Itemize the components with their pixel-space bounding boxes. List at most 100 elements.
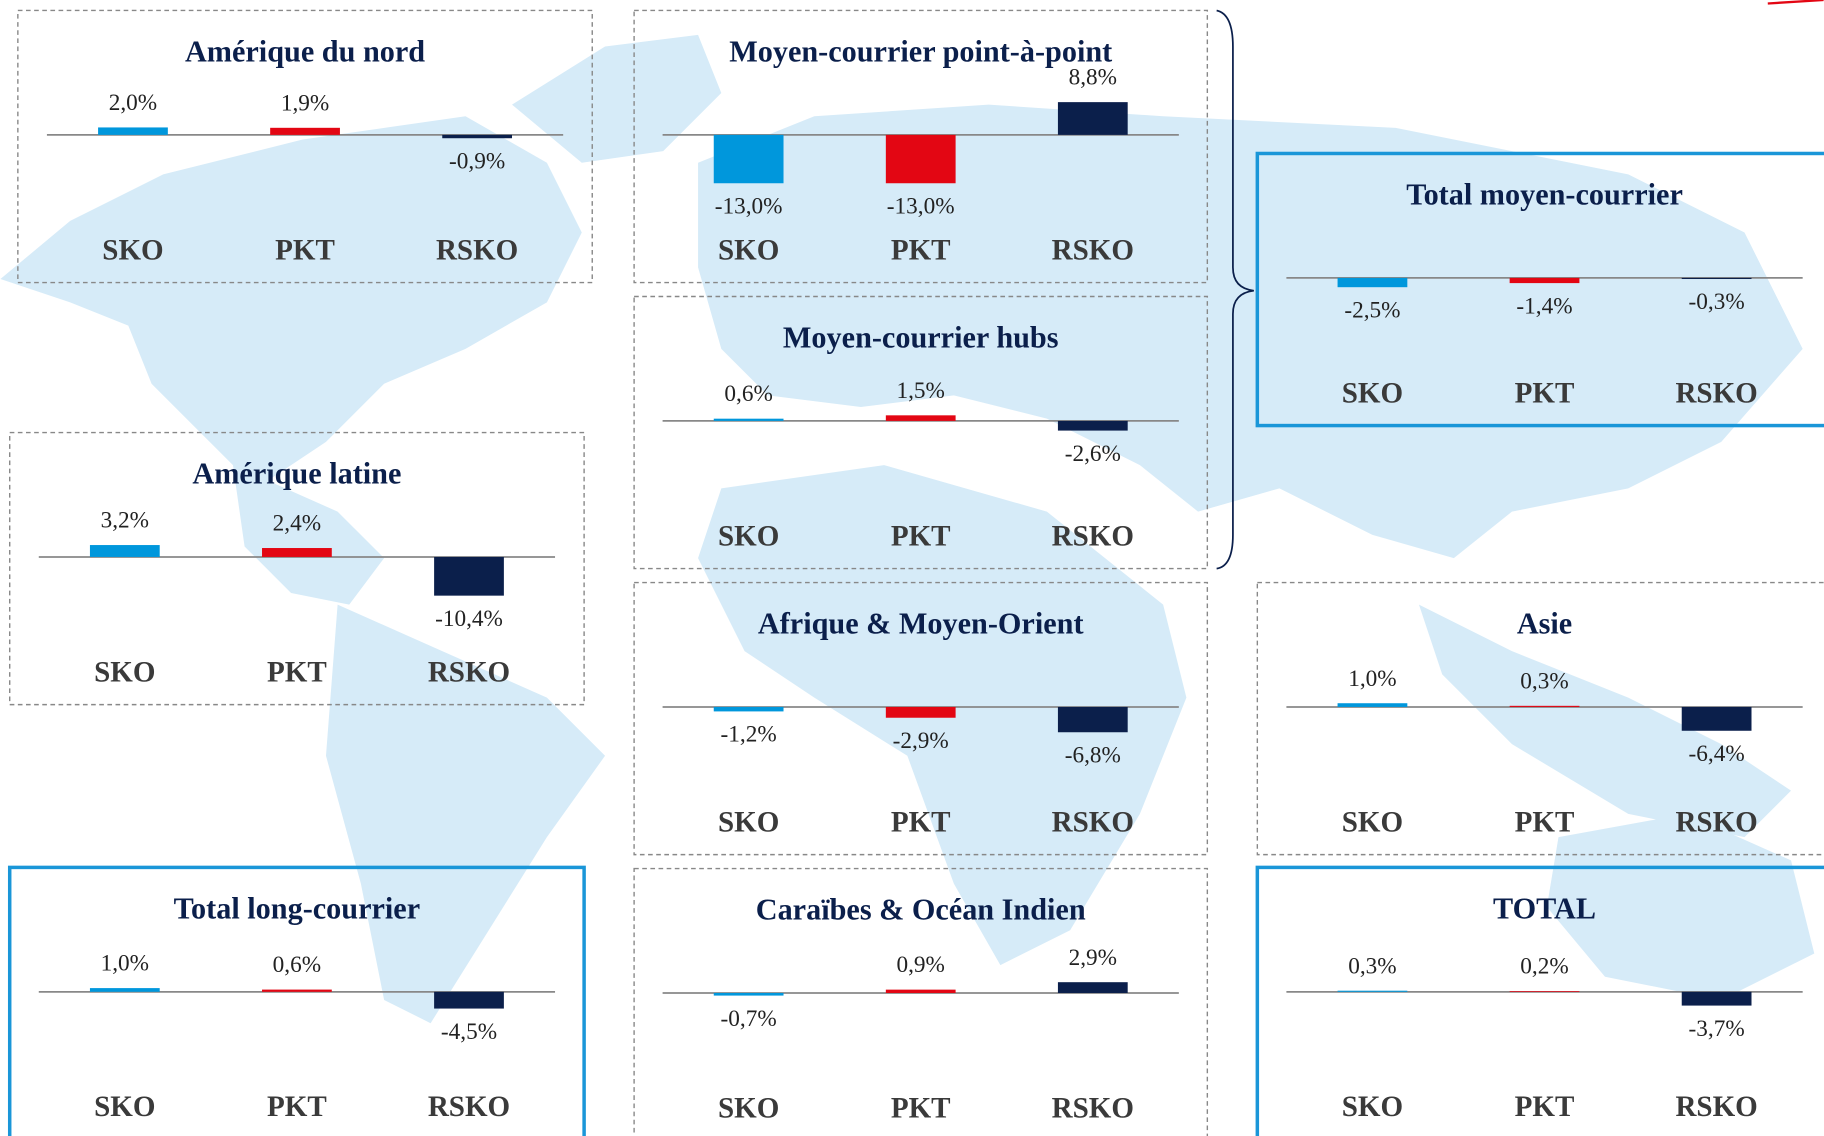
category-label: PKT (267, 656, 327, 688)
category-label: PKT (275, 234, 335, 266)
decoration (1767, 0, 1824, 5)
category-label: PKT (267, 1091, 327, 1123)
value-label: -2,9% (893, 728, 949, 754)
value-label: -6,4% (1689, 741, 1745, 767)
value-label: 1,9% (281, 90, 329, 116)
bar (89, 545, 160, 557)
panel-title: Moyen-courrier hubs (783, 321, 1059, 355)
value-label: -13,0% (715, 193, 783, 219)
panel-title: Amérique du nord (185, 35, 425, 69)
value-label: -6,8% (1065, 742, 1121, 768)
category-label: RSKO (428, 656, 510, 688)
bar (1337, 277, 1408, 288)
category-label: PKT (891, 520, 951, 552)
bar (270, 127, 340, 135)
bar (434, 991, 504, 1009)
value-label: -13,0% (887, 193, 955, 219)
category-label: SKO (718, 806, 779, 838)
category-label: PKT (1515, 377, 1575, 409)
value-label: 1,0% (1348, 666, 1396, 692)
category-label: RSKO (1675, 806, 1757, 838)
bar (885, 415, 956, 421)
brace (1216, 9, 1254, 570)
bar (1509, 705, 1580, 707)
panel-title: TOTAL (1493, 892, 1596, 926)
category-label: SKO (102, 234, 163, 266)
bar (442, 134, 513, 139)
value-label: 0,3% (1348, 953, 1396, 979)
bar (262, 989, 332, 992)
value-label: -2,6% (1065, 441, 1121, 467)
value-label: -0,3% (1689, 289, 1745, 315)
value-label: -1,2% (721, 722, 777, 748)
panel-frame (7, 865, 586, 1136)
bar (1057, 982, 1128, 993)
bar (1681, 277, 1752, 280)
bar (434, 556, 504, 596)
category-label: RSKO (1052, 1092, 1134, 1124)
bar (885, 134, 956, 184)
bar (1057, 420, 1128, 431)
category-label: SKO (94, 1091, 155, 1123)
category-label: RSKO (1052, 520, 1134, 552)
bar (713, 134, 784, 184)
category-label: SKO (1342, 1091, 1403, 1123)
value-label: 0,2% (1520, 954, 1568, 980)
bar (885, 706, 956, 718)
category-label: SKO (1342, 806, 1403, 838)
panel-frame (633, 9, 1209, 284)
panel-frame (1255, 865, 1824, 1136)
category-label: RSKO (1052, 234, 1134, 266)
category-label: SKO (718, 1092, 779, 1124)
category-label: SKO (718, 234, 779, 266)
panel-frame (1256, 581, 1824, 856)
bar (89, 988, 160, 992)
value-label: 0,6% (273, 952, 321, 978)
panel-title: Asie (1517, 607, 1572, 641)
bar (1337, 990, 1408, 992)
value-label: 2,0% (109, 90, 157, 116)
value-label: 2,9% (1069, 945, 1117, 971)
value-label: 2,4% (273, 511, 321, 537)
category-label: RSKO (436, 234, 518, 266)
category-label: PKT (1515, 1091, 1575, 1123)
panel-title: Moyen-courrier point-à-point (729, 35, 1112, 69)
value-label: -1,4% (1516, 293, 1572, 319)
category-label: PKT (891, 1092, 951, 1124)
value-label: -4,5% (441, 1019, 497, 1045)
bar (1681, 706, 1752, 731)
panel-frame (1255, 151, 1824, 428)
category-label: SKO (1342, 377, 1403, 409)
value-label: 0,9% (897, 952, 945, 978)
bar (1057, 102, 1128, 135)
panel-frame (633, 295, 1209, 570)
value-label: -0,7% (721, 1006, 777, 1032)
category-label: RSKO (1052, 806, 1134, 838)
category-label: SKO (718, 520, 779, 552)
value-label: 1,5% (897, 378, 945, 404)
panel-title: Caraïbes & Océan Indien (756, 893, 1086, 927)
panel-title: Afrique & Moyen-Orient (758, 607, 1084, 641)
bar (885, 989, 956, 993)
bar (713, 706, 784, 712)
category-label: PKT (1515, 806, 1575, 838)
value-label: 0,3% (1520, 668, 1568, 694)
value-label: 0,6% (724, 381, 772, 407)
category-label: PKT (891, 234, 951, 266)
category-label: RSKO (428, 1091, 510, 1123)
bar (262, 548, 332, 557)
panel-frame (17, 9, 593, 284)
panel-frame (633, 867, 1209, 1136)
bar (1337, 703, 1408, 707)
value-label: -10,4% (435, 606, 503, 632)
panel-title: Amérique latine (192, 457, 401, 491)
panel-title: Total long-courrier (174, 892, 420, 926)
panel-frame (633, 581, 1209, 856)
value-label: -0,9% (449, 148, 505, 174)
category-label: RSKO (1675, 1091, 1757, 1123)
bar (1509, 991, 1580, 992)
category-label: RSKO (1675, 377, 1757, 409)
bar (98, 127, 168, 135)
bar (1509, 277, 1580, 284)
